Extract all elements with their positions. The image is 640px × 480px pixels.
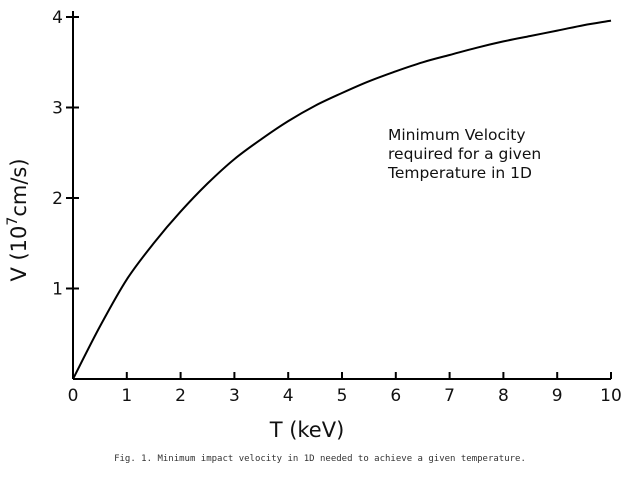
- x-tick-label: 9: [552, 386, 563, 406]
- y-ticks: 1 2 3 4: [52, 8, 79, 300]
- y-axis-label: V (107cm/s): [5, 158, 31, 281]
- y-tick-label: 4: [52, 8, 63, 28]
- x-tick-label: 2: [175, 386, 186, 406]
- x-tick-label: 1: [121, 386, 132, 406]
- x-tick-label: 0: [68, 386, 79, 406]
- x-tick-label: 8: [498, 386, 509, 406]
- y-tick-label: 1: [52, 280, 63, 300]
- series-line: [72, 19, 612, 380]
- y-tick-label: 3: [52, 99, 63, 119]
- x-tick-label: 7: [444, 386, 455, 406]
- x-tick-label: 4: [283, 386, 294, 406]
- figure-caption: Fig. 1. Minimum impact velocity in 1D ne…: [114, 454, 526, 464]
- chart: 0 1 2 3 4 5 6 7 8 9 10 1 2 3 4 T (keV) V (107cm/s) Mi…: [5, 8, 622, 442]
- x-tick-label: 10: [600, 386, 622, 406]
- y-tick-label: 2: [52, 189, 63, 209]
- x-tick-label: 3: [229, 386, 240, 406]
- x-axis-label: T (keV): [269, 418, 345, 442]
- x-tick-label: 5: [337, 386, 348, 406]
- annotation: Minimum Velocity required for a given Te…: [387, 126, 546, 182]
- x-tick-label: 6: [390, 386, 401, 406]
- x-ticks: 0 1 2 3 4 5 6 7 8 9 10: [68, 372, 622, 406]
